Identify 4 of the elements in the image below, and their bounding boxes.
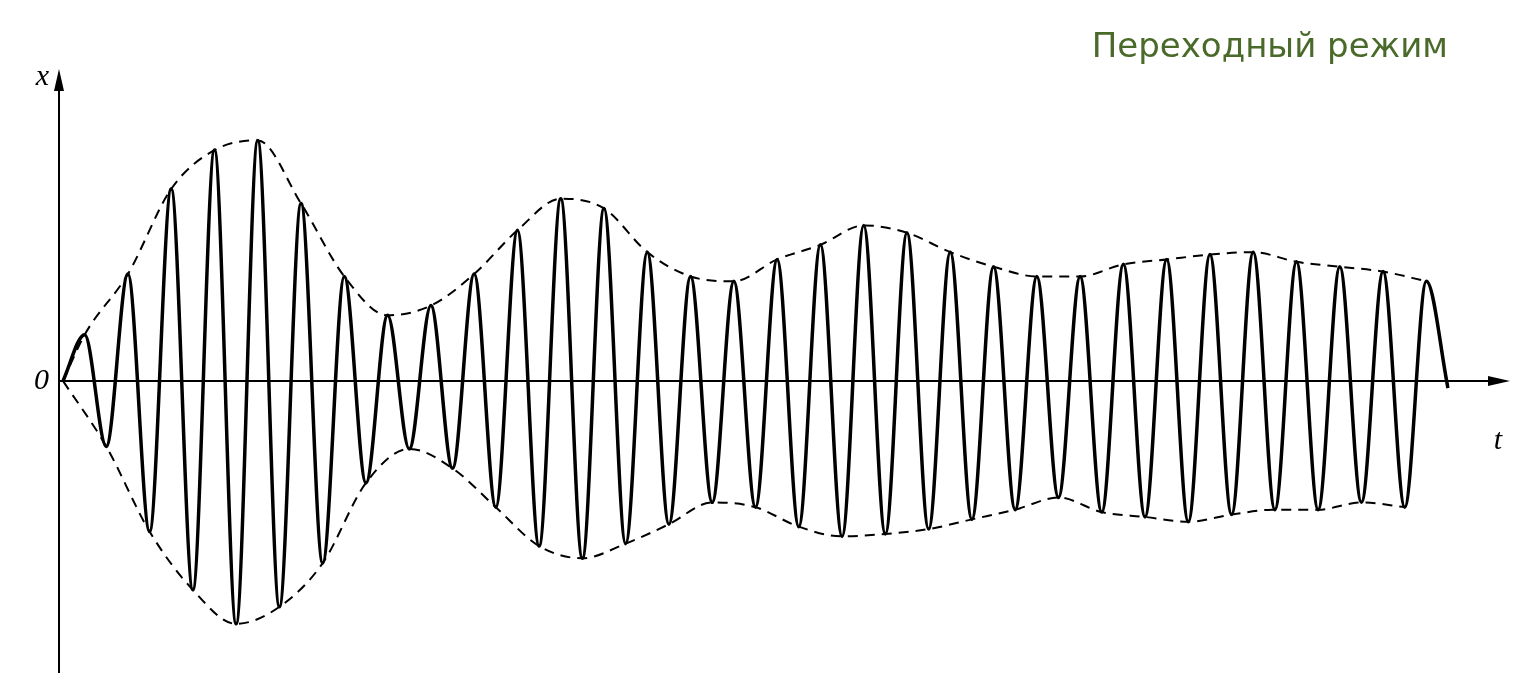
text: 0 — [34, 361, 49, 395]
y-axis-title: x — [34, 57, 50, 91]
x-axis-title: t — [1493, 421, 1503, 455]
chart-title: Переходный режим — [1091, 25, 1448, 66]
